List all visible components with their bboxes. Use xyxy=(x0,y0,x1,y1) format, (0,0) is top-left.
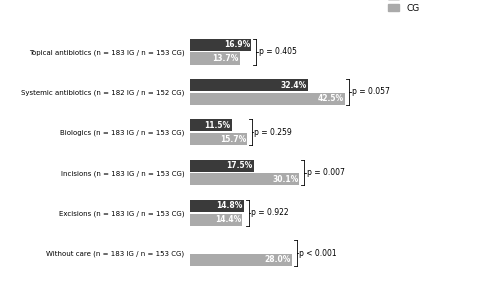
Bar xyxy=(190,52,240,64)
Text: p = 0.007: p = 0.007 xyxy=(306,168,344,177)
Bar xyxy=(190,173,300,185)
Text: 14.8%: 14.8% xyxy=(216,202,242,210)
Text: p < 0.001: p < 0.001 xyxy=(299,248,337,258)
Bar xyxy=(190,93,344,105)
Text: 11.5%: 11.5% xyxy=(204,121,231,130)
Bar xyxy=(190,200,244,212)
Text: 42.5%: 42.5% xyxy=(318,94,344,103)
Text: p = 0.057: p = 0.057 xyxy=(352,87,390,96)
Text: 16.9%: 16.9% xyxy=(224,40,250,49)
Text: 17.5%: 17.5% xyxy=(226,161,252,170)
Text: 28.0%: 28.0% xyxy=(264,255,290,264)
Bar xyxy=(190,133,247,145)
Bar xyxy=(190,214,242,226)
Bar xyxy=(190,254,292,266)
Bar xyxy=(190,119,232,131)
Text: 13.7%: 13.7% xyxy=(212,54,238,63)
Text: p = 0.259: p = 0.259 xyxy=(254,128,292,137)
Bar xyxy=(190,39,252,51)
Bar xyxy=(190,160,254,172)
Legend: IG, CG: IG, CG xyxy=(386,0,422,14)
Text: 15.7%: 15.7% xyxy=(220,134,246,144)
Text: 30.1%: 30.1% xyxy=(272,175,298,184)
Text: p = 0.922: p = 0.922 xyxy=(251,208,288,217)
Text: 32.4%: 32.4% xyxy=(280,81,306,90)
Bar xyxy=(190,79,308,91)
Text: p = 0.405: p = 0.405 xyxy=(258,47,296,56)
Text: 14.4%: 14.4% xyxy=(215,215,242,224)
